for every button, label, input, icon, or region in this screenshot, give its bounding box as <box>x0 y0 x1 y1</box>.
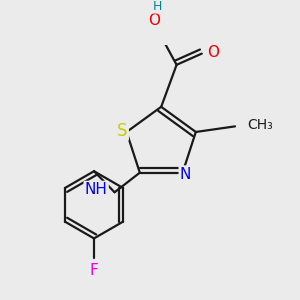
Text: CH₃: CH₃ <box>248 118 273 132</box>
Text: O: O <box>207 45 219 60</box>
Text: F: F <box>90 263 98 278</box>
Text: S: S <box>117 122 128 140</box>
Text: O: O <box>148 13 160 28</box>
Text: NH: NH <box>85 182 108 197</box>
Text: H: H <box>152 0 162 13</box>
Text: N: N <box>180 167 191 182</box>
